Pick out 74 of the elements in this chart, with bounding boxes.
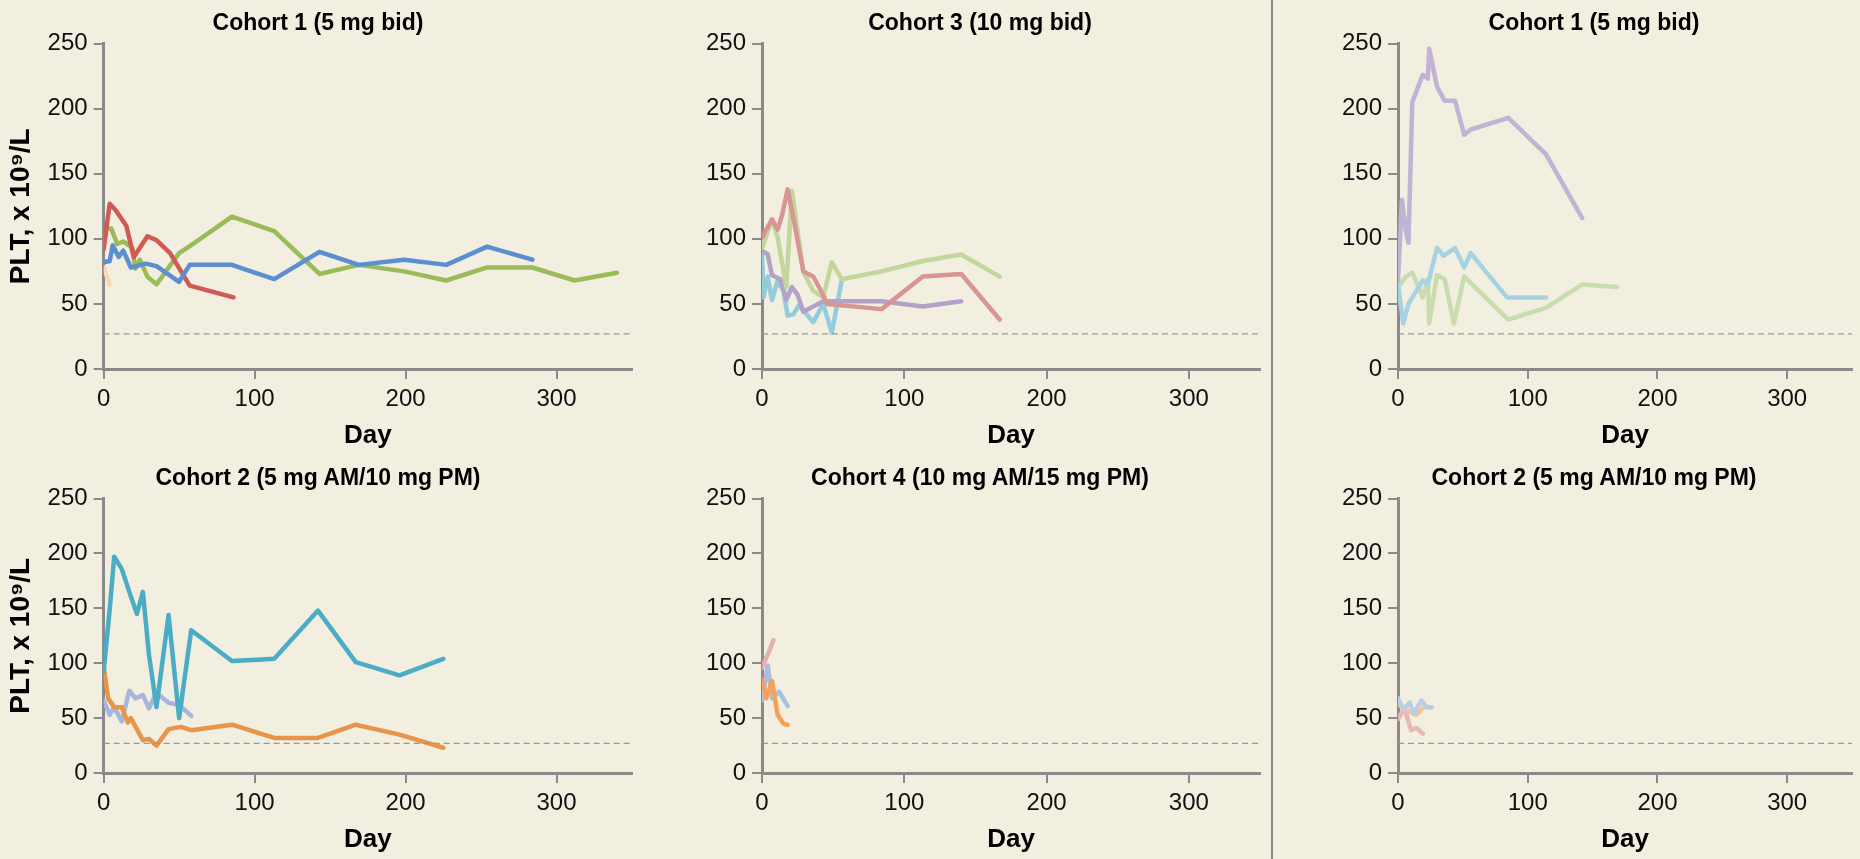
y-tick-label: 200 — [1342, 538, 1383, 566]
y-tick-label: 100 — [706, 223, 747, 251]
x-axis-title: Day — [987, 418, 1036, 449]
y-tick-label: 200 — [47, 538, 88, 566]
chart-title: Cohort 4 (10 mg AM/15 mg PM) — [811, 464, 1149, 491]
y-tick-label: 200 — [47, 93, 88, 121]
y-tick-label: 0 — [74, 757, 88, 785]
y-tick-label: 250 — [706, 483, 747, 511]
x-axis-title: Day — [343, 418, 393, 449]
x-tick-label: 100 — [234, 384, 275, 412]
y-tick-label: 50 — [719, 702, 747, 730]
y-tick-label: 0 — [1368, 353, 1383, 381]
x-tick-label: 100 — [884, 384, 925, 412]
y-tick-label: 100 — [47, 647, 88, 675]
chart-title: Cohort 2 (5 mg AM/10 mg PM) — [155, 464, 481, 491]
x-tick-label: 0 — [1391, 788, 1405, 816]
chart-title: Cohort 2 (5 mg AM/10 mg PM) — [1431, 464, 1757, 491]
x-tick-label: 200 — [1637, 384, 1678, 412]
y-tick-label: 0 — [1368, 757, 1383, 785]
x-tick-label: 300 — [1767, 384, 1808, 412]
x-tick-label: 200 — [1637, 788, 1678, 816]
y-axis-title: PLT, x 10⁹/L — [3, 128, 35, 285]
x-tick-label: 0 — [96, 384, 111, 412]
x-axis-title: Day — [343, 822, 393, 853]
x-tick-label: 200 — [385, 384, 426, 412]
x-tick-label: 200 — [1026, 384, 1067, 412]
x-tick-label: 300 — [1168, 788, 1209, 816]
y-tick-label: 150 — [1342, 158, 1383, 186]
y-tick-label: 0 — [732, 353, 747, 381]
y-axis-title: PLT, x 10⁹/L — [3, 557, 35, 714]
y-tick-label: 200 — [1342, 93, 1383, 121]
x-tick-label: 100 — [1507, 384, 1548, 412]
y-tick-label: 250 — [706, 28, 747, 56]
chart-title: Cohort 1 (5 mg bid) — [212, 9, 424, 36]
x-tick-label: 300 — [1767, 788, 1808, 816]
x-tick-label: 200 — [385, 788, 426, 816]
y-tick-label: 100 — [1342, 223, 1383, 251]
y-tick-label: 150 — [47, 158, 88, 186]
x-tick-label: 200 — [1026, 788, 1067, 816]
y-tick-label: 200 — [706, 93, 747, 121]
y-tick-label: 100 — [706, 647, 747, 675]
y-tick-label: 150 — [47, 592, 88, 620]
x-tick-label: 100 — [1507, 788, 1548, 816]
y-tick-label: 250 — [1342, 28, 1383, 56]
y-tick-label: 50 — [1355, 702, 1383, 730]
y-tick-label: 150 — [706, 592, 747, 620]
y-tick-label: 150 — [706, 158, 747, 186]
x-tick-label: 300 — [536, 384, 577, 412]
y-tick-label: 100 — [1342, 647, 1383, 675]
x-tick-label: 0 — [755, 384, 769, 412]
y-tick-label: 250 — [47, 483, 88, 511]
x-axis-title: Day — [1601, 822, 1650, 853]
x-tick-label: 0 — [1391, 384, 1405, 412]
y-tick-label: 200 — [706, 538, 747, 566]
y-tick-label: 100 — [47, 223, 88, 251]
x-tick-label: 0 — [755, 788, 769, 816]
x-tick-label: 100 — [234, 788, 275, 816]
x-tick-label: 100 — [884, 788, 925, 816]
y-tick-label: 50 — [60, 288, 88, 316]
y-tick-label: 0 — [74, 353, 88, 381]
y-tick-label: 250 — [47, 28, 88, 56]
y-tick-label: 250 — [1342, 483, 1383, 511]
x-tick-label: 300 — [1168, 384, 1209, 412]
y-tick-label: 50 — [719, 288, 747, 316]
chart-title: Cohort 3 (10 mg bid) — [868, 9, 1092, 36]
y-tick-label: 50 — [60, 702, 88, 730]
x-axis-title: Day — [1601, 418, 1650, 449]
x-tick-label: 300 — [536, 788, 577, 816]
y-tick-label: 150 — [1342, 592, 1383, 620]
x-axis-title: Day — [987, 822, 1036, 853]
x-tick-label: 0 — [96, 788, 111, 816]
chart-title: Cohort 1 (5 mg bid) — [1488, 9, 1700, 36]
y-tick-label: 0 — [732, 757, 747, 785]
y-tick-label: 50 — [1355, 288, 1383, 316]
